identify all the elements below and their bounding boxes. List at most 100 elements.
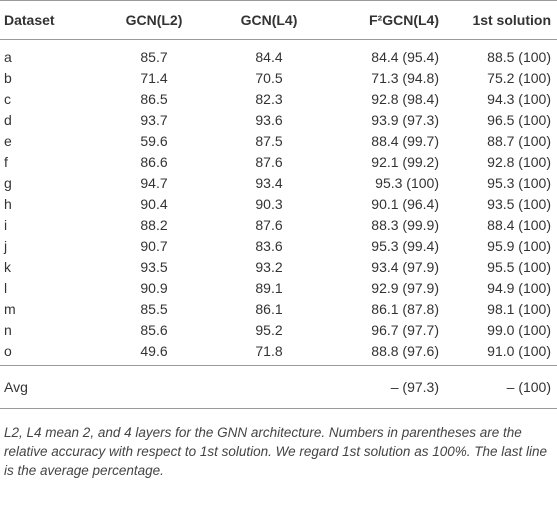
cell: 84.4 (95.4) [371,48,439,65]
cell: b [4,69,12,86]
results-table: Dataset GCN(L2) GCN(L4) F²GCN(L4) 1st soluti… [0,0,557,409]
cell: 95.3 (100) [487,174,551,191]
cell: 71.4 [140,69,168,86]
row: n 85.6 95.2 96.7 (97.7) 99.0 (100) [0,319,557,340]
cell: 93.2 [255,258,283,275]
row: a 85.7 84.4 84.4 (95.4) 88.5 (100) [0,40,557,68]
cell: f [4,153,8,170]
cell: 94.7 [140,174,168,191]
cell: o [4,342,12,359]
cell: m [4,300,16,317]
cell: 98.1 (100) [487,300,551,317]
header-cell: F²GCN(L4) [330,0,445,40]
cell: 95.5 (100) [487,258,551,275]
cell: g [4,174,12,191]
row: m 85.5 86.1 86.1 (87.8) 98.1 (100) [0,298,557,319]
header-cell: Dataset [0,0,100,40]
cell: 88.7 (100) [487,132,551,149]
cell: – (97.3) [330,365,445,409]
table-body: a 85.7 84.4 84.4 (95.4) 88.5 (100) b 71.4 70.5 7… [0,40,557,409]
cell: 70.5 [255,69,283,86]
row: b 71.4 70.5 71.3 (94.8) 75.2 (100) [0,67,557,88]
cell: 88.3 (99.9) [371,216,439,233]
header-cell: GCN(L2) [100,0,210,40]
row: f 86.6 87.6 92.1 (99.2) 92.8 (100) [0,151,557,172]
cell: 84.4 [255,48,283,65]
cell: 86.5 [140,90,168,107]
cell: 93.5 (100) [487,195,551,212]
caption: L2, L4 mean 2, and 4 layers for the GNN … [4,425,548,478]
cell: 83.6 [255,237,283,254]
cell: 91.0 (100) [487,342,551,359]
cell: 87.5 [255,132,283,149]
cell: 92.9 (97.9) [371,279,439,296]
cell: 87.6 [255,153,283,170]
cell: 90.9 [140,279,168,296]
row: i 88.2 87.6 88.3 (99.9) 88.4 (100) [0,214,557,235]
cell: 75.2 (100) [487,69,551,86]
cell: 59.6 [140,132,168,149]
cell: 90.4 [140,195,168,212]
cell [100,365,210,409]
cell: 85.6 [140,321,168,338]
cell: 86.1 [255,300,283,317]
header-cell: 1st solution [445,0,557,40]
row: o 49.6 71.8 88.8 (97.6) 91.0 (100) [0,340,557,366]
cell: 86.6 [140,153,168,170]
cell: 93.6 [255,111,283,128]
cell: 93.7 [140,111,168,128]
cell: 93.4 (97.9) [371,258,439,275]
cell: 88.4 (100) [487,216,551,233]
cell: 85.7 [140,48,168,65]
cell: 95.2 [255,321,283,338]
cell: 93.5 [140,258,168,275]
cell [210,365,330,409]
cell: 90.3 [255,195,283,212]
row: k 93.5 93.2 93.4 (97.9) 95.5 (100) [0,256,557,277]
cell: 87.6 [255,216,283,233]
cell: 71.8 [255,342,283,359]
cell: 88.8 (97.6) [371,342,439,359]
average-row: Avg – (97.3) – (100) [0,365,557,409]
cell: 86.1 (87.8) [371,300,439,317]
cell: i [4,216,8,233]
cell: k [4,258,11,275]
row: h 90.4 90.3 90.1 (96.4) 93.5 (100) [0,193,557,214]
cell: 49.6 [140,342,168,359]
cell: a [4,48,12,65]
cell: 92.8 (98.4) [371,90,439,107]
row: d 93.7 93.6 93.9 (97.3) 96.5 (100) [0,109,557,130]
cell: 93.9 (97.3) [371,111,439,128]
cell: 94.9 (100) [487,279,551,296]
cell: n [4,321,12,338]
cell: 95.3 (100) [375,174,439,191]
header-cell: GCN(L4) [210,0,330,40]
cell: 92.1 (99.2) [371,153,439,170]
cell: l [4,279,8,296]
cell: e [4,132,12,149]
cell: 88.4 (99.7) [371,132,439,149]
cell: c [4,90,11,107]
cell: 85.5 [140,300,168,317]
cell: 96.7 (97.7) [371,321,439,338]
cell: 99.0 (100) [487,321,551,338]
cell: 71.3 (94.8) [371,69,439,86]
cell: 93.4 [255,174,283,191]
cell: j [4,237,8,254]
cell: 89.1 [255,279,283,296]
row: c 86.5 82.3 92.8 (98.4) 94.3 (100) [0,88,557,109]
cell: 90.1 (96.4) [371,195,439,212]
row: l 90.9 89.1 92.9 (97.9) 94.9 (100) [0,277,557,298]
cell: d [4,111,12,128]
cell: 92.8 (100) [487,153,551,170]
cell: – (100) [445,365,557,409]
cell: 88.5 (100) [487,48,551,65]
cell: Avg [0,365,100,409]
cell: 82.3 [255,90,283,107]
cell: 94.3 (100) [487,90,551,107]
row: e 59.6 87.5 88.4 (99.7) 88.7 (100) [0,130,557,151]
cell: h [4,195,12,212]
cell: 96.5 (100) [487,111,551,128]
cell: 95.9 (100) [487,237,551,254]
